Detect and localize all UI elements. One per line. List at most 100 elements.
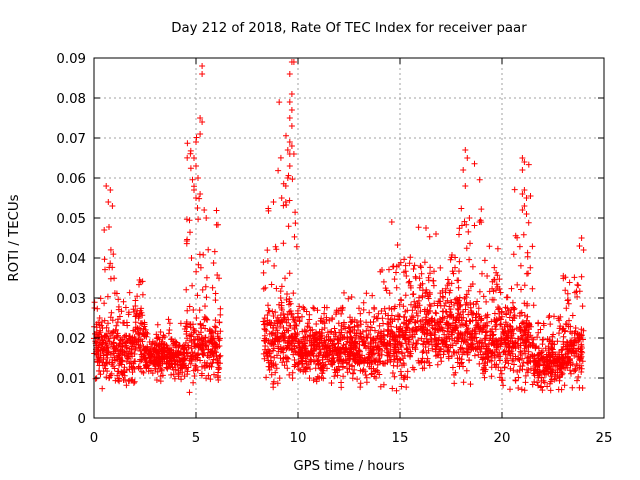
data-point xyxy=(484,273,491,279)
data-point xyxy=(171,375,178,382)
data-point xyxy=(314,373,321,380)
data-point xyxy=(328,357,335,364)
data-point xyxy=(368,371,375,378)
data-point xyxy=(327,329,334,336)
data-point xyxy=(525,360,532,367)
data-point xyxy=(350,352,356,359)
data-point xyxy=(183,319,190,325)
data-point xyxy=(129,369,136,376)
data-point xyxy=(464,341,471,348)
data-point xyxy=(407,317,414,323)
data-point xyxy=(373,356,379,363)
data-point xyxy=(360,306,367,313)
data-point xyxy=(264,247,271,254)
data-point xyxy=(459,309,466,315)
data-point xyxy=(263,328,270,334)
data-point xyxy=(426,320,433,327)
data-point xyxy=(499,326,506,332)
data-point xyxy=(342,351,349,358)
data-point xyxy=(518,286,524,293)
data-point xyxy=(200,251,207,258)
data-point xyxy=(444,282,451,289)
data-point xyxy=(486,243,493,250)
data-point xyxy=(578,369,585,375)
chart-title: Day 212 of 2018, Rate Of TEC Index for r… xyxy=(171,21,527,36)
data-point xyxy=(464,351,471,358)
data-point xyxy=(197,191,204,197)
data-point xyxy=(130,306,137,313)
data-point xyxy=(102,266,108,273)
data-point xyxy=(261,321,267,328)
data-point xyxy=(393,387,400,394)
data-point xyxy=(335,320,342,327)
data-point xyxy=(348,294,355,300)
data-point xyxy=(263,349,270,356)
data-point xyxy=(495,306,502,313)
data-point xyxy=(432,309,439,316)
data-point xyxy=(378,332,385,339)
data-point xyxy=(380,278,387,285)
data-point xyxy=(442,321,449,328)
y-tick-label: 0.03 xyxy=(56,292,86,307)
data-point xyxy=(409,307,416,314)
data-point xyxy=(355,358,361,365)
data-point xyxy=(434,361,441,368)
data-point xyxy=(165,316,172,323)
data-point xyxy=(374,369,381,376)
data-point xyxy=(154,368,161,375)
data-point xyxy=(318,367,325,374)
data-point xyxy=(339,304,346,311)
data-point xyxy=(363,290,370,297)
data-point xyxy=(175,373,182,380)
data-point xyxy=(458,205,465,212)
data-point xyxy=(439,337,446,344)
data-point xyxy=(397,323,404,330)
data-point xyxy=(362,372,369,378)
data-point xyxy=(211,248,218,255)
data-point xyxy=(535,345,542,352)
data-point xyxy=(315,352,322,359)
data-point xyxy=(339,333,346,340)
data-point xyxy=(388,312,395,319)
data-point xyxy=(447,256,454,263)
data-point xyxy=(547,321,554,328)
data-point xyxy=(529,381,536,388)
data-point xyxy=(280,202,287,209)
data-point xyxy=(272,369,279,376)
data-point xyxy=(288,338,295,345)
data-point xyxy=(215,377,222,383)
data-point xyxy=(338,349,345,356)
data-point xyxy=(153,377,160,383)
data-point xyxy=(173,344,180,351)
data-point xyxy=(286,301,292,308)
data-point xyxy=(110,251,117,258)
data-point xyxy=(551,313,557,320)
data-point xyxy=(560,325,567,332)
data-point xyxy=(193,139,199,145)
data-point xyxy=(407,353,414,360)
data-point xyxy=(413,328,420,334)
data-point xyxy=(466,215,473,221)
data-point xyxy=(427,270,433,277)
data-point xyxy=(207,360,214,367)
data-point xyxy=(541,362,548,369)
data-point xyxy=(325,333,332,340)
data-point xyxy=(188,331,195,338)
data-point xyxy=(525,354,532,361)
data-point xyxy=(123,367,130,373)
data-point xyxy=(319,326,326,333)
x-tick-label: 15 xyxy=(392,431,409,446)
data-point xyxy=(535,329,542,336)
data-point xyxy=(278,302,285,309)
data-point xyxy=(469,334,476,341)
data-point xyxy=(127,359,134,366)
data-point xyxy=(291,345,298,352)
data-point xyxy=(216,319,223,326)
data-point xyxy=(296,339,303,346)
data-point xyxy=(115,342,122,349)
data-point xyxy=(488,373,495,380)
data-point xyxy=(565,300,572,307)
data-point xyxy=(288,91,295,97)
data-point xyxy=(525,348,532,355)
data-point xyxy=(180,356,187,363)
